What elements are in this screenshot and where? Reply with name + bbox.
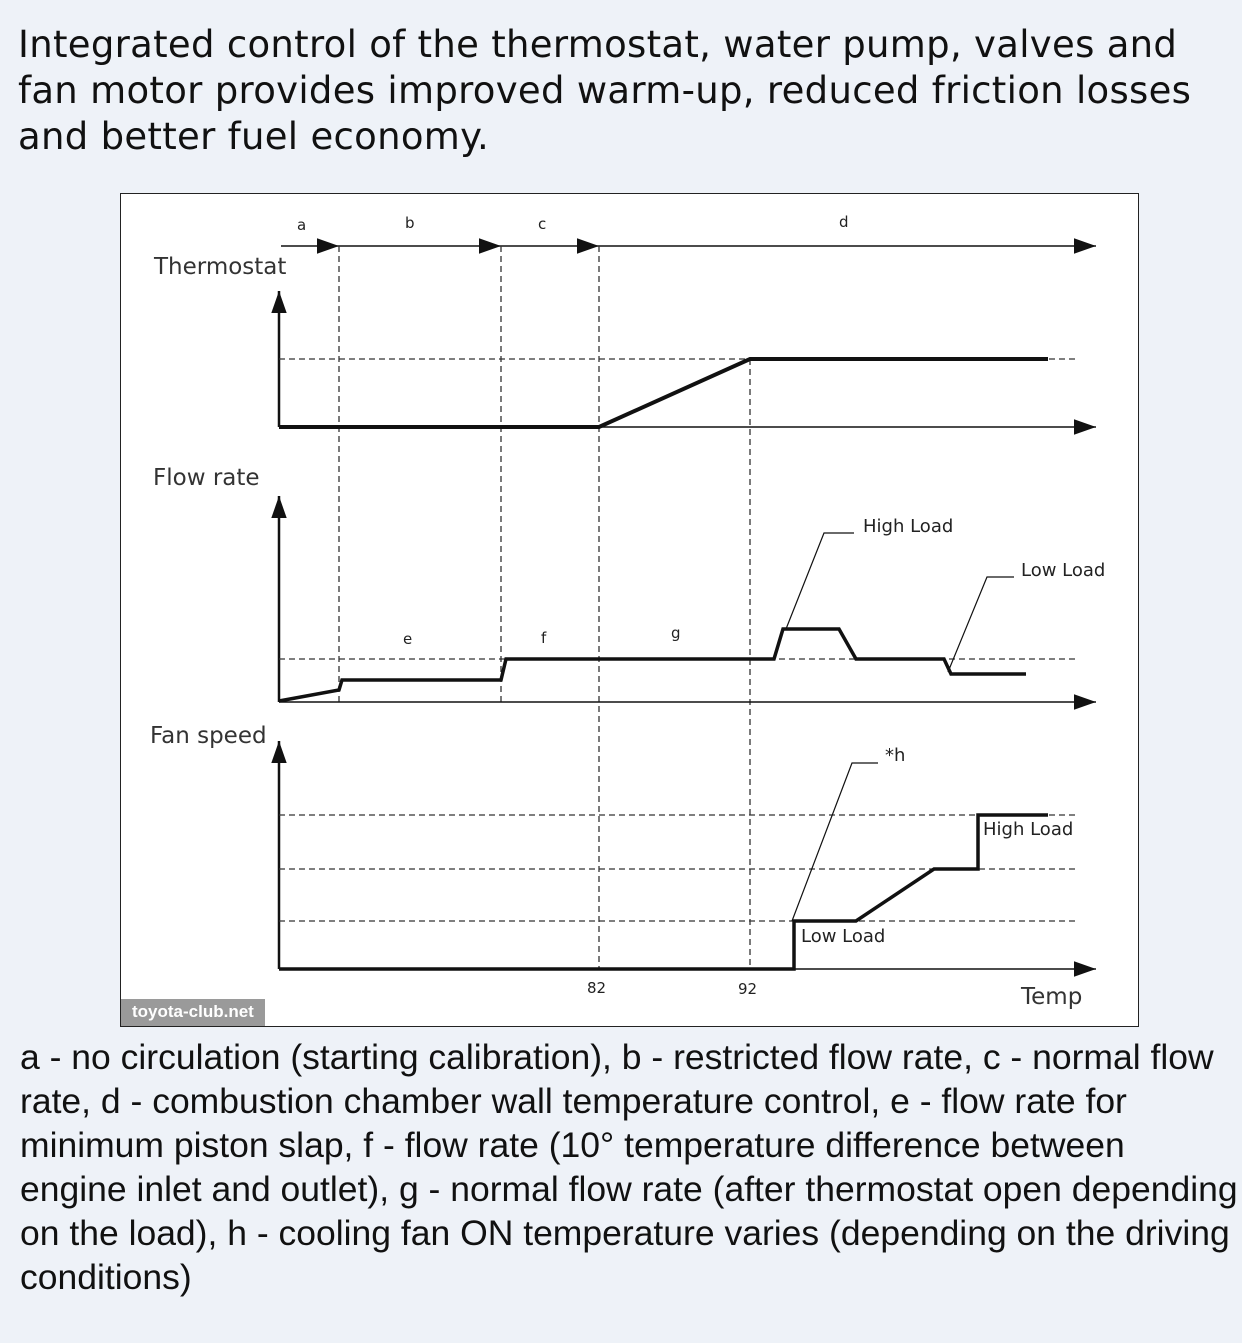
legend-text: a - no circulation (starting calibration… bbox=[20, 1037, 1238, 1297]
flow-rate-axis-label: Flow rate bbox=[153, 465, 260, 491]
cooling-control-diagram: a b c d Thermostat Flow rate e f g High … bbox=[120, 193, 1139, 1027]
temp-axis-label: Temp bbox=[1020, 984, 1082, 1010]
flow-high-load-label: High Load bbox=[863, 516, 953, 537]
fan-speed-curve bbox=[279, 813, 1048, 971]
flow-rate-curve bbox=[278, 627, 1026, 703]
watermark: toyota-club.net bbox=[121, 999, 265, 1026]
thermostat-curve bbox=[279, 357, 1048, 429]
flow-region-label-f: f bbox=[541, 629, 547, 647]
fan-h-label: *h bbox=[885, 745, 905, 766]
fan-speed-axis-label: Fan speed bbox=[150, 723, 267, 749]
flow-region-label-e: e bbox=[403, 630, 412, 648]
flow-low-load-leader bbox=[947, 576, 1014, 673]
temp-tick-82: 82 bbox=[587, 979, 606, 997]
phase-labels: a b c d bbox=[297, 213, 849, 234]
flow-high-load-leader bbox=[785, 532, 854, 630]
phase-label-c: c bbox=[538, 215, 546, 233]
fan-low-load-label: Low Load bbox=[801, 926, 885, 947]
phase-dividers bbox=[338, 246, 751, 969]
fan-h-leader bbox=[791, 762, 878, 922]
fan-high-load-label: High Load bbox=[983, 819, 1073, 840]
temp-tick-92: 92 bbox=[738, 980, 757, 998]
intro-text: Integrated control of the thermostat, wa… bbox=[18, 23, 1192, 158]
flow-low-load-label: Low Load bbox=[1021, 560, 1105, 581]
phase-label-d: d bbox=[839, 213, 849, 231]
thermostat-axis-label: Thermostat bbox=[153, 254, 286, 280]
phase-label-a: a bbox=[297, 216, 306, 234]
diagram-svg: a b c d Thermostat Flow rate e f g High … bbox=[150, 213, 1105, 1010]
flow-region-label-g: g bbox=[671, 624, 681, 642]
phase-label-b: b bbox=[405, 214, 415, 232]
